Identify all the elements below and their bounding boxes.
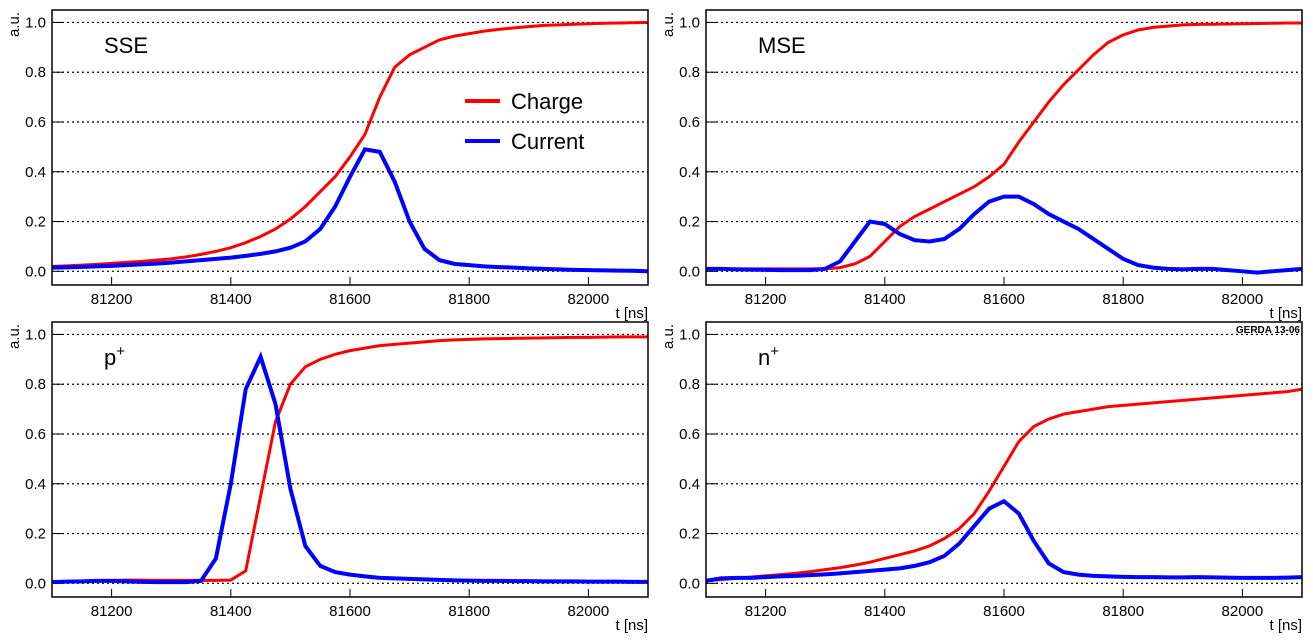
x-tick-label: 82000 bbox=[568, 603, 610, 620]
series-line bbox=[706, 194, 1302, 275]
y-tick-label: 1.0 bbox=[679, 326, 700, 343]
x-tick-label: 81600 bbox=[329, 603, 371, 620]
x-tick-label: 81400 bbox=[210, 291, 252, 308]
plot-frame bbox=[705, 9, 1303, 286]
x-axis-label: t [ns] bbox=[1269, 305, 1302, 322]
y-axis-label: a.u. bbox=[6, 324, 23, 349]
x-tick-label: 81400 bbox=[864, 603, 906, 620]
y-tick-label: 0.2 bbox=[679, 526, 700, 543]
series-line bbox=[52, 351, 648, 585]
y-tick-label: 0.2 bbox=[25, 526, 46, 543]
y-tick-label: 0.4 bbox=[25, 164, 46, 181]
x-tick-label: 81800 bbox=[1102, 603, 1144, 620]
y-axis-label: a.u. bbox=[660, 324, 677, 349]
plot-frame bbox=[705, 321, 1303, 598]
y-tick-label: 1.0 bbox=[679, 14, 700, 31]
x-tick-label: 82000 bbox=[1222, 603, 1264, 620]
y-tick-label: 0.4 bbox=[679, 164, 700, 181]
panel-label-sup: + bbox=[116, 343, 125, 360]
series-line bbox=[706, 498, 1302, 583]
y-axis-label: a.u. bbox=[6, 12, 23, 37]
y-tick-label: 1.0 bbox=[25, 14, 46, 31]
legend-label: Current bbox=[511, 129, 584, 154]
x-tick-label: 82000 bbox=[568, 291, 610, 308]
y-tick-label: 1.0 bbox=[25, 326, 46, 343]
x-tick-label: 81600 bbox=[329, 291, 371, 308]
series-line bbox=[706, 21, 1302, 271]
x-tick-label: 81800 bbox=[448, 291, 490, 308]
x-tick-label: 82000 bbox=[1222, 291, 1264, 308]
series-line bbox=[706, 387, 1302, 583]
x-tick-label: 81800 bbox=[448, 603, 490, 620]
panel-label: p+ bbox=[104, 343, 125, 370]
panel: 0.0 0.2 0.4 0.6 0.8 1.0 81200 81400 81600 81800 82… bbox=[6, 9, 649, 322]
series-line bbox=[52, 335, 648, 584]
x-tick-label: 81600 bbox=[983, 603, 1025, 620]
y-tick-label: 0.8 bbox=[25, 376, 46, 393]
y-axis-label: a.u. bbox=[660, 12, 677, 37]
x-tick-label: 81800 bbox=[1102, 291, 1144, 308]
y-tick-label: 0.0 bbox=[25, 575, 46, 592]
x-axis-label: t [ns] bbox=[1269, 617, 1302, 634]
x-tick-label: 81400 bbox=[864, 291, 906, 308]
watermark: GERDA 13-06 bbox=[1236, 325, 1301, 336]
plot-frame bbox=[51, 9, 649, 286]
y-tick-label: 0.8 bbox=[25, 64, 46, 81]
panel: 0.0 0.2 0.4 0.6 0.8 1.0 81200 81400 81600 81800 82… bbox=[660, 9, 1303, 322]
y-tick-label: 0.4 bbox=[25, 476, 46, 493]
y-tick-label: 0.2 bbox=[679, 214, 700, 231]
x-tick-label: 81400 bbox=[210, 603, 252, 620]
x-tick-label: 81200 bbox=[91, 603, 133, 620]
x-axis-label: t [ns] bbox=[615, 305, 648, 322]
x-axis-label: t [ns] bbox=[615, 617, 648, 634]
y-tick-label: 0.6 bbox=[25, 114, 46, 131]
y-tick-label: 0.0 bbox=[25, 263, 46, 280]
y-tick-label: 0.2 bbox=[25, 214, 46, 231]
y-tick-label: 0.8 bbox=[679, 376, 700, 393]
legend-label: Charge bbox=[511, 89, 583, 114]
y-tick-label: 0.8 bbox=[679, 64, 700, 81]
x-tick-label: 81200 bbox=[745, 291, 787, 308]
y-tick-label: 0.4 bbox=[679, 476, 700, 493]
y-tick-label: 0.0 bbox=[679, 263, 700, 280]
series-line bbox=[52, 147, 648, 274]
panel-label: MSE bbox=[758, 33, 806, 58]
y-tick-label: 0.0 bbox=[679, 575, 700, 592]
plot-frame bbox=[51, 321, 649, 598]
x-tick-label: 81200 bbox=[91, 291, 133, 308]
series-line bbox=[52, 20, 648, 268]
y-tick-label: 0.6 bbox=[25, 426, 46, 443]
panel: 0.0 0.2 0.4 0.6 0.8 1.0 81200 81400 81600 81800 82… bbox=[6, 321, 649, 634]
y-tick-label: 0.6 bbox=[679, 114, 700, 131]
panel-label-sup: + bbox=[770, 343, 779, 360]
x-tick-label: 81200 bbox=[745, 603, 787, 620]
x-tick-label: 81600 bbox=[983, 291, 1025, 308]
panel-label: SSE bbox=[104, 33, 148, 58]
panel: 0.0 0.2 0.4 0.6 0.8 1.0 81200 81400 81600 81800 82… bbox=[660, 321, 1303, 634]
y-tick-label: 0.6 bbox=[679, 426, 700, 443]
panel-label: n+ bbox=[758, 343, 779, 370]
